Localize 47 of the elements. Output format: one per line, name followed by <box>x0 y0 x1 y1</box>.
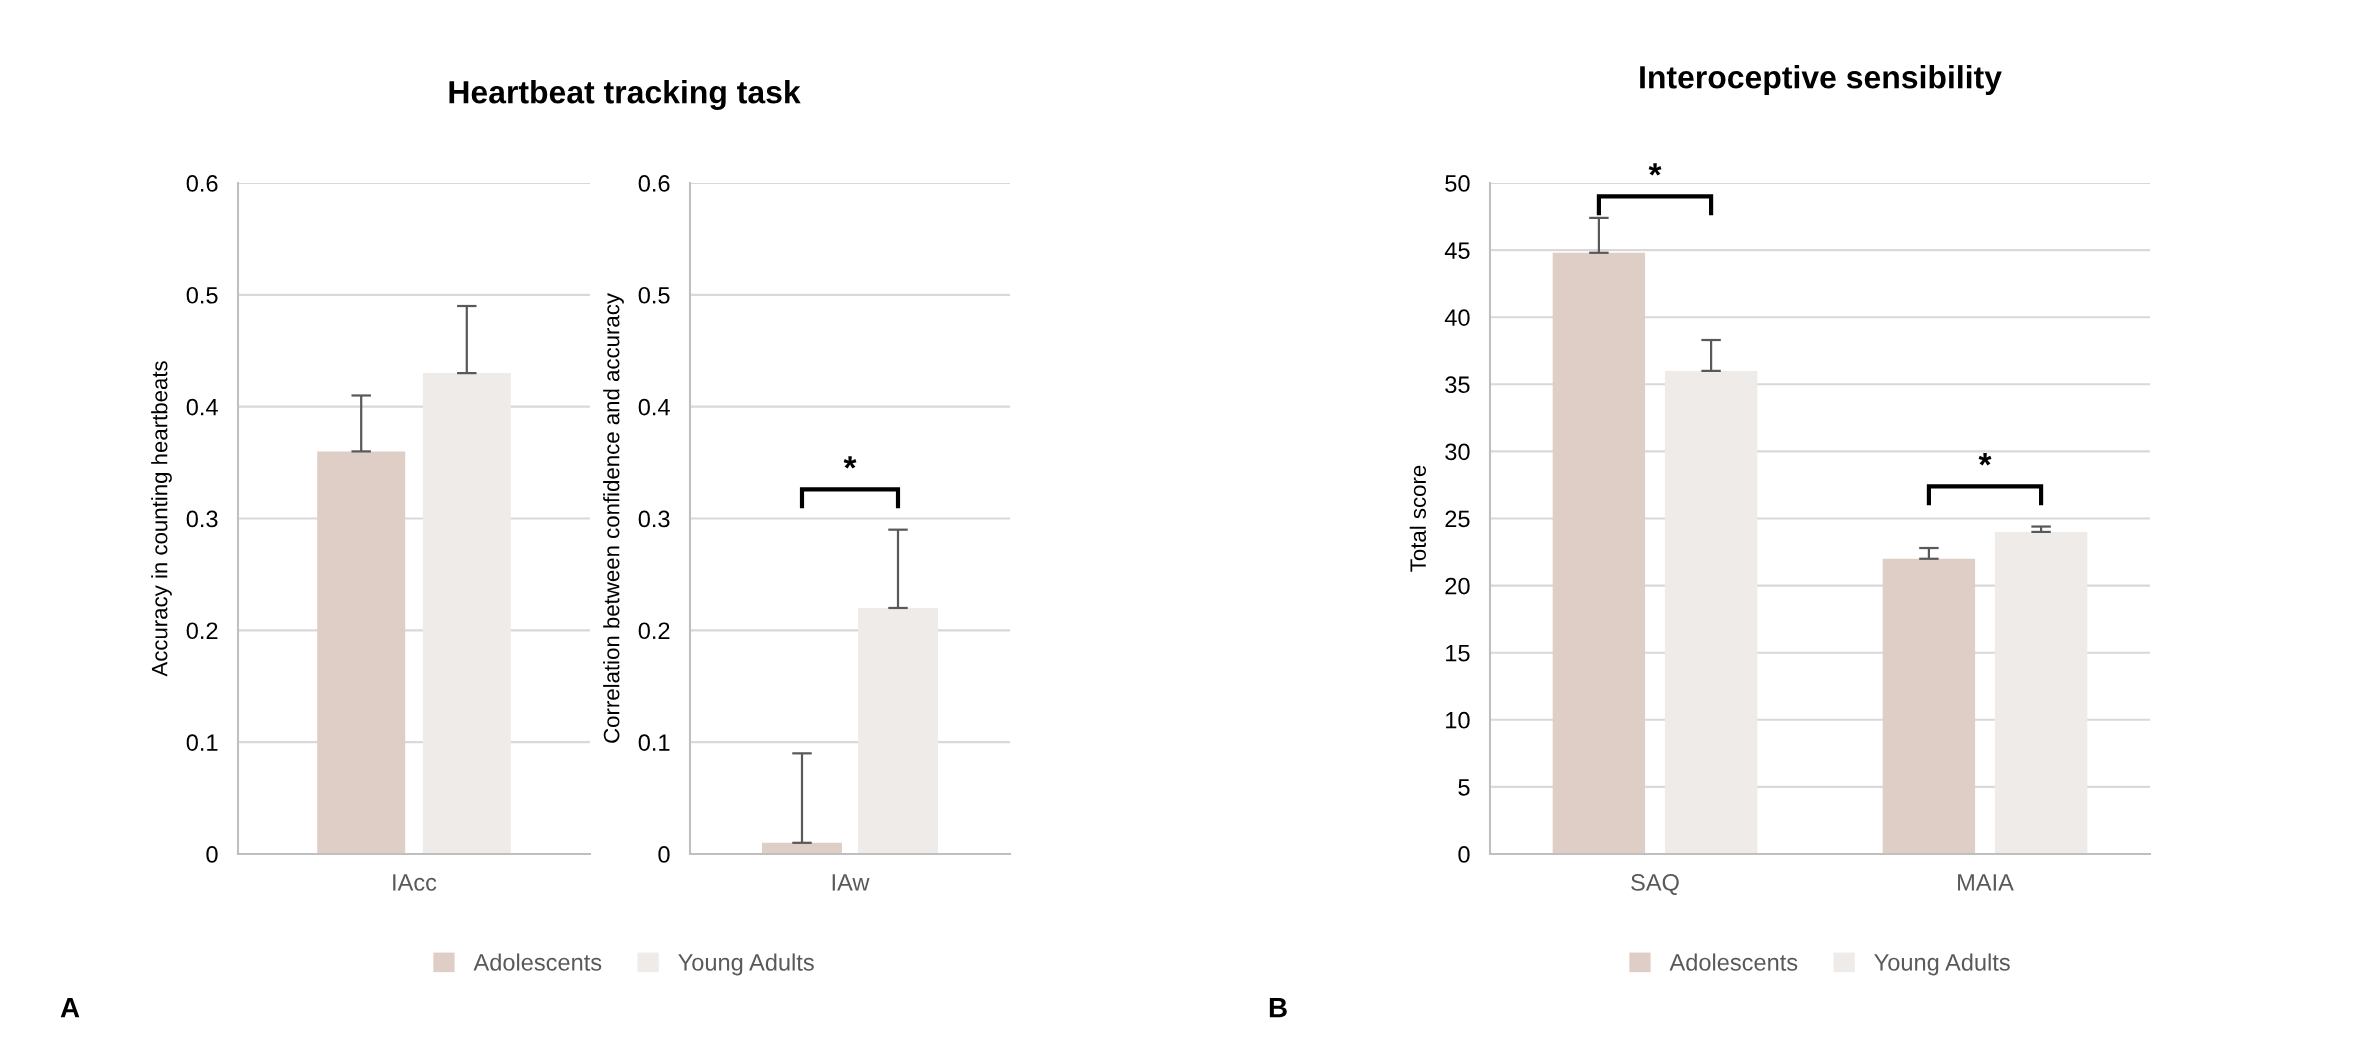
chart-title: Heartbeat tracking task <box>449 80 801 110</box>
y-tick-label: 0.4 <box>638 398 670 416</box>
legend-label: Adolescents <box>473 953 602 971</box>
y-tick-label: 50 <box>1445 175 1470 192</box>
y-tick-label: 5 <box>1458 779 1470 796</box>
x-tick-label: IAcc <box>393 874 437 891</box>
y-axis-title: Correlation between confidence and accuracy <box>603 293 624 743</box>
bar <box>1994 531 2088 854</box>
y-tick-label: 0 <box>206 846 218 863</box>
y-tick-label: 0.3 <box>638 510 670 528</box>
legend-label: Adolescents <box>1669 953 1798 971</box>
y-tick-label: 0.2 <box>186 622 218 640</box>
legend-label: Young Adults <box>678 953 814 976</box>
y-tick-label: 0 <box>1458 846 1470 863</box>
legend-label: Young Adults <box>1874 953 2010 976</box>
y-tick-label: 0 <box>658 846 670 863</box>
bar <box>1552 252 1646 854</box>
annotation: * <box>1978 453 1992 466</box>
y-tick-label: 0.4 <box>186 398 218 416</box>
text: B <box>1269 998 1287 1018</box>
y-tick-label: 10 <box>1446 711 1470 729</box>
y-tick-label: 20 <box>1445 577 1470 595</box>
y-tick-label: 15 <box>1446 645 1470 662</box>
y-tick-label: 40 <box>1444 309 1470 326</box>
y-tick-label: 30 <box>1445 443 1470 461</box>
annotation: * <box>843 456 857 469</box>
text: A <box>60 998 80 1018</box>
y-tick-label: 35 <box>1445 376 1470 394</box>
x-tick-label: SAQ <box>1631 874 1679 896</box>
bar <box>1882 558 1976 854</box>
y-tick-label: 0.6 <box>186 175 218 192</box>
y-tick-label: 0.5 <box>638 286 670 304</box>
x-tick-label: MAIA <box>1958 874 2014 891</box>
y-tick-label: 0.1 <box>186 734 218 751</box>
y-axis-title: Total score <box>1409 465 1427 572</box>
y-tick-label: 45 <box>1444 242 1470 259</box>
y-tick-label: 25 <box>1445 510 1470 528</box>
y-tick-label: 0.3 <box>186 510 218 528</box>
bar <box>1664 370 1758 854</box>
y-tick-label: 0.2 <box>638 622 670 640</box>
y-tick-label: 0.5 <box>186 286 218 304</box>
chart-title: Interoceptive sensibility <box>1640 65 2002 95</box>
y-axis-title: Accuracy in counting heartbeats <box>151 361 172 677</box>
x-tick-label: IAw <box>832 874 870 891</box>
text: * <box>1648 163 1662 176</box>
y-tick-label: 0.1 <box>638 734 670 751</box>
y-tick-label: 0.6 <box>638 175 670 192</box>
